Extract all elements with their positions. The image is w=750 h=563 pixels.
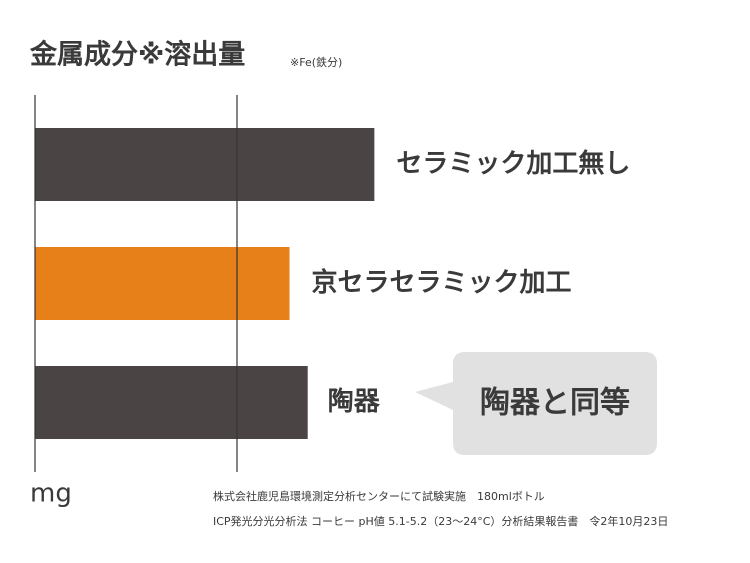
- callout-text: 陶器と同等: [480, 386, 630, 421]
- bar: [35, 366, 308, 439]
- axis-unit: mg: [30, 479, 72, 509]
- bar: [35, 247, 290, 320]
- bar-label: 京セラセラミック加工: [312, 267, 572, 298]
- chart-title: 金属成分※溶出量: [29, 39, 245, 71]
- footnote: 株式会社鹿児島環境測定分析センターにて試験実施 180mlボトル: [213, 489, 545, 503]
- bar-label: セラミック加工無し: [396, 149, 630, 179]
- bar-label: 陶器: [328, 387, 381, 417]
- footnote: ICP発光分光分析法 コーヒー pH値 5.1-5.2（23〜24°C）分析結果…: [213, 514, 668, 528]
- chart-subtitle: ※Fe(鉄分): [290, 55, 342, 69]
- bar: [35, 128, 375, 201]
- callout-bubble: [415, 352, 657, 455]
